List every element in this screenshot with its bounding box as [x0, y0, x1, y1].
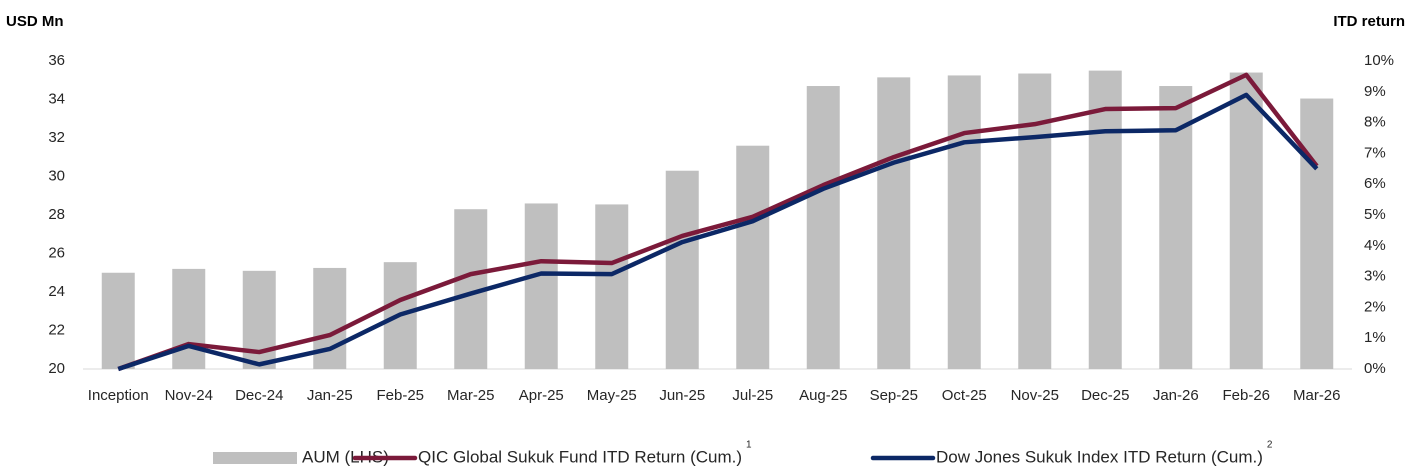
y2-tick-label: 6%	[1364, 175, 1386, 192]
x-tick-label: Inception	[88, 387, 149, 404]
y2-axis-title: ITD return	[1333, 13, 1405, 30]
y-tick-label: 26	[48, 244, 65, 261]
legend-label: AUM (LHS)	[302, 447, 389, 466]
x-tick-label: Oct-25	[942, 387, 987, 404]
y-axis-title: USD Mn	[6, 13, 64, 30]
x-tick-label: Dec-24	[235, 387, 283, 404]
x-tick-label: Aug-25	[799, 387, 847, 404]
y-tick-label: 32	[48, 129, 65, 146]
y-tick-label: 20	[48, 360, 65, 377]
bar	[101, 272, 135, 369]
x-tick-label: Jun-25	[659, 387, 705, 404]
bar	[947, 75, 981, 369]
y2-tick-label: 0%	[1364, 360, 1386, 377]
bar	[1018, 73, 1052, 369]
y2-tick-label: 3%	[1364, 268, 1386, 285]
bar	[524, 203, 558, 369]
x-tick-label: Mar-25	[447, 387, 495, 404]
line	[117, 72, 1319, 372]
x-tick-label: Dec-25	[1081, 387, 1129, 404]
legend-note: 1	[746, 440, 752, 451]
y2-tick-label: 4%	[1364, 237, 1386, 254]
bar	[1088, 70, 1122, 369]
y2-tick-label: 8%	[1364, 114, 1386, 131]
y2-tick-label: 10%	[1364, 52, 1394, 69]
bar	[806, 86, 840, 370]
bar	[1300, 98, 1334, 369]
bar	[313, 267, 347, 369]
y2-tick-label: 2%	[1364, 298, 1386, 315]
x-tick-label: Nov-25	[1011, 387, 1059, 404]
bar	[665, 170, 699, 369]
y-tick-label: 36	[48, 52, 65, 69]
legend-label: Dow Jones Sukuk Index ITD Return (Cum.)	[936, 447, 1263, 466]
y-tick-label: 30	[48, 167, 65, 184]
x-tick-label: Feb-26	[1222, 387, 1270, 404]
y-tick-label: 22	[48, 321, 65, 338]
y2-tick-label: 9%	[1364, 83, 1386, 100]
y-tick-label: 34	[48, 90, 65, 107]
y-tick-label: 24	[48, 283, 65, 300]
x-tick-label: Nov-24	[165, 387, 213, 404]
x-tick-label: Apr-25	[519, 387, 564, 404]
x-tick-label: Sep-25	[870, 387, 918, 404]
bar	[736, 145, 770, 369]
legend-swatch	[213, 452, 297, 464]
bar	[877, 77, 911, 370]
x-tick-label: Jan-25	[307, 387, 353, 404]
x-tick-label: Jul-25	[732, 387, 773, 404]
x-tick-label: Mar-26	[1293, 387, 1341, 404]
bar	[172, 268, 206, 369]
bar	[595, 204, 629, 369]
y2-tick-label: 1%	[1364, 329, 1386, 346]
x-tick-label: May-25	[587, 387, 637, 404]
x-tick-label: Jan-26	[1153, 387, 1199, 404]
line	[117, 92, 1319, 372]
y2-tick-label: 5%	[1364, 206, 1386, 223]
bar	[1159, 86, 1193, 370]
y-tick-label: 28	[48, 206, 65, 223]
legend-label: QIC Global Sukuk Fund ITD Return (Cum.)	[418, 447, 742, 466]
x-tick-label: Feb-25	[376, 387, 424, 404]
bar	[1229, 72, 1263, 370]
legend-note: 2	[1267, 440, 1273, 451]
y2-tick-label: 7%	[1364, 144, 1386, 161]
